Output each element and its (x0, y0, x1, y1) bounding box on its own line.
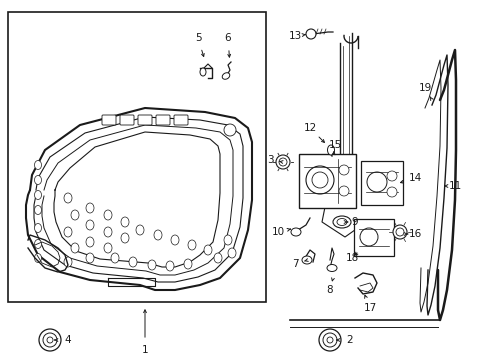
Circle shape (39, 329, 61, 351)
Ellipse shape (71, 243, 79, 253)
Ellipse shape (64, 227, 72, 237)
Bar (8, 12, 266, 302)
Ellipse shape (86, 203, 94, 213)
Circle shape (327, 337, 333, 343)
Ellipse shape (396, 228, 404, 236)
Ellipse shape (222, 73, 230, 79)
Circle shape (224, 124, 236, 136)
Ellipse shape (121, 233, 129, 243)
Ellipse shape (34, 253, 42, 262)
Circle shape (323, 333, 337, 347)
Text: 11: 11 (448, 181, 462, 191)
Ellipse shape (64, 193, 72, 203)
Ellipse shape (333, 216, 351, 228)
Ellipse shape (136, 225, 144, 235)
Ellipse shape (291, 228, 301, 236)
FancyBboxPatch shape (102, 115, 116, 125)
Text: 3: 3 (267, 155, 273, 165)
Text: 16: 16 (408, 229, 421, 239)
Circle shape (339, 186, 349, 196)
Ellipse shape (64, 257, 72, 267)
Ellipse shape (171, 235, 179, 245)
FancyBboxPatch shape (156, 115, 170, 125)
Ellipse shape (34, 239, 42, 248)
Circle shape (43, 333, 57, 347)
FancyBboxPatch shape (354, 219, 394, 256)
Ellipse shape (166, 261, 174, 271)
Text: 9: 9 (352, 217, 358, 227)
Ellipse shape (34, 176, 42, 185)
FancyBboxPatch shape (138, 115, 152, 125)
Text: 12: 12 (303, 123, 317, 133)
Text: 6: 6 (225, 33, 231, 43)
Text: 8: 8 (327, 285, 333, 295)
Ellipse shape (104, 227, 112, 237)
FancyBboxPatch shape (299, 154, 356, 208)
Text: 5: 5 (195, 33, 201, 43)
Ellipse shape (214, 253, 222, 263)
Ellipse shape (34, 224, 42, 233)
Text: 7: 7 (292, 259, 298, 269)
Ellipse shape (302, 256, 312, 264)
Circle shape (339, 165, 349, 175)
Ellipse shape (306, 29, 316, 39)
Ellipse shape (204, 245, 212, 255)
Ellipse shape (121, 217, 129, 227)
Ellipse shape (393, 225, 407, 239)
Ellipse shape (129, 257, 137, 267)
Circle shape (387, 171, 397, 181)
Circle shape (387, 187, 397, 197)
Ellipse shape (188, 240, 196, 250)
FancyBboxPatch shape (174, 115, 188, 125)
Ellipse shape (154, 230, 162, 240)
Ellipse shape (34, 190, 42, 199)
Text: 2: 2 (347, 335, 353, 345)
Ellipse shape (34, 161, 42, 170)
Ellipse shape (184, 259, 192, 269)
Circle shape (319, 329, 341, 351)
Ellipse shape (86, 220, 94, 230)
Circle shape (312, 172, 328, 188)
Ellipse shape (228, 248, 236, 258)
Ellipse shape (200, 68, 206, 76)
Ellipse shape (104, 210, 112, 220)
Text: 15: 15 (328, 140, 342, 150)
Ellipse shape (111, 253, 119, 263)
Ellipse shape (337, 219, 347, 225)
Ellipse shape (104, 243, 112, 253)
Ellipse shape (327, 265, 337, 271)
Circle shape (47, 337, 53, 343)
Ellipse shape (276, 155, 290, 169)
Circle shape (306, 166, 334, 194)
FancyBboxPatch shape (361, 161, 403, 205)
Ellipse shape (86, 253, 94, 263)
Text: 14: 14 (408, 173, 421, 183)
Text: 19: 19 (418, 83, 432, 93)
Text: 10: 10 (271, 227, 285, 237)
Circle shape (367, 172, 387, 192)
Text: 17: 17 (364, 303, 377, 313)
Ellipse shape (327, 145, 335, 155)
Text: 13: 13 (289, 31, 302, 41)
Ellipse shape (34, 206, 42, 215)
Polygon shape (26, 108, 252, 290)
Ellipse shape (71, 210, 79, 220)
Ellipse shape (224, 235, 232, 245)
FancyBboxPatch shape (120, 115, 134, 125)
Text: 18: 18 (345, 253, 359, 263)
Ellipse shape (279, 158, 287, 166)
Text: 4: 4 (65, 335, 72, 345)
Ellipse shape (148, 260, 156, 270)
Text: 1: 1 (142, 345, 148, 355)
Ellipse shape (86, 237, 94, 247)
Circle shape (360, 228, 378, 246)
